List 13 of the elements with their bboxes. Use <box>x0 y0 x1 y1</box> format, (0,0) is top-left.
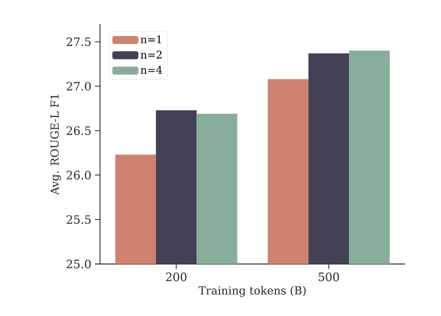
y-tick-label: 25.5 <box>66 215 91 224</box>
y-tick-label: 25.0 <box>66 260 91 268</box>
x-tick-label: 200 <box>166 272 186 282</box>
x-tick-label: 500 <box>318 272 339 282</box>
y-tick-label: 27.0 <box>66 82 91 91</box>
legend-label: n=1 <box>140 35 162 44</box>
y-tick-label: 26.5 <box>66 126 91 136</box>
y-tick-label: 26.0 <box>66 170 91 180</box>
legend-label: n=4 <box>140 66 162 74</box>
y-axis-title: Avg. ROUGE-L F1 <box>50 94 62 195</box>
legend-label: n=2 <box>140 50 162 58</box>
y-tick-label: 27.5 <box>66 37 91 46</box>
x-axis-title: Training tokens (B) <box>198 286 306 297</box>
